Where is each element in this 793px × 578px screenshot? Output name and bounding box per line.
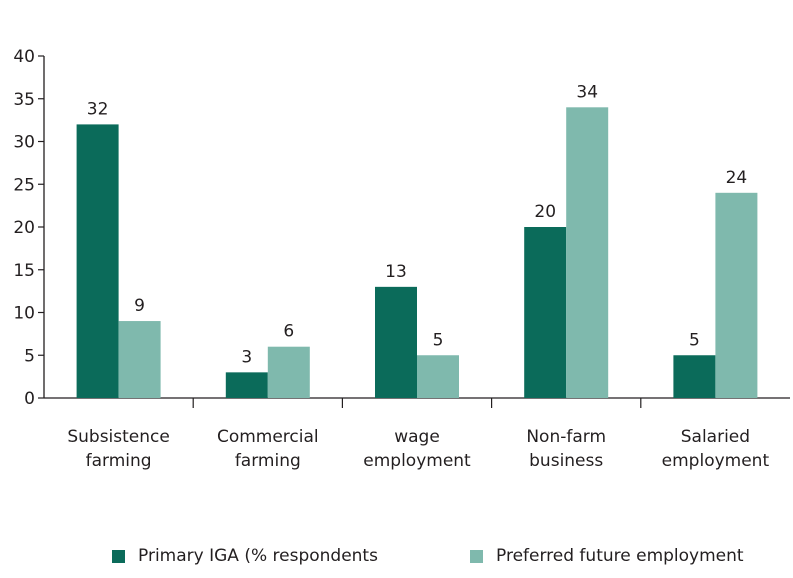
data-label-primary-iga-2: 13 <box>385 262 407 282</box>
legend-label-primary-iga: Primary IGA (% respondents <box>138 546 378 566</box>
bar-preferred-future-2 <box>417 355 459 398</box>
legend-swatch-preferred-future <box>470 549 483 563</box>
legend-label-preferred-future: Preferred future employment <box>496 546 744 566</box>
data-label-primary-iga-0: 32 <box>87 99 109 119</box>
data-label-preferred-future-2: 5 <box>433 330 444 350</box>
data-label-preferred-future-3: 34 <box>576 82 598 102</box>
data-label-primary-iga-1: 3 <box>241 347 252 367</box>
bar-preferred-future-0 <box>118 321 161 398</box>
legend-item-preferred-future: Preferred future employment <box>470 546 744 566</box>
legend-swatch-primary-iga <box>112 549 125 563</box>
y-tick-label-5: 5 <box>24 346 35 366</box>
data-label-primary-iga-4: 5 <box>689 330 700 350</box>
x-category-label-3-line-0: Non-farm <box>526 427 606 447</box>
legend-item-primary-iga: Primary IGA (% respondents <box>112 546 378 566</box>
x-category-label-0-line-1: farming <box>86 451 152 471</box>
bar-primary-iga-2 <box>375 286 417 398</box>
x-category-label-4-line-0: Salaried <box>681 427 750 447</box>
x-category-label-1-line-0: Commercial <box>217 427 319 447</box>
bar-primary-iga-4 <box>673 355 716 398</box>
x-category-label-2-line-1: employment <box>363 451 471 471</box>
data-label-primary-iga-3: 20 <box>534 202 556 222</box>
y-tick-label-15: 15 <box>13 261 35 281</box>
y-tick-label-30: 30 <box>13 133 35 153</box>
y-tick-label-20: 20 <box>13 218 35 238</box>
x-category-label-2-line-0: wage <box>394 427 440 447</box>
y-tick-label-40: 40 <box>13 47 35 67</box>
y-tick-label-35: 35 <box>13 90 35 110</box>
x-category-label-4-line-1: employment <box>662 451 770 471</box>
bar-chart: 0 5 10 15 20 25 30 35 40 32 9 Subsistence farming 3 6 C… <box>13 47 790 471</box>
y-tick-label-25: 25 <box>13 175 35 195</box>
chart-legend: Primary IGA (% respondents Preferred fut… <box>0 546 793 574</box>
data-label-preferred-future-0: 9 <box>134 296 145 316</box>
bar-primary-iga-3 <box>524 227 567 398</box>
bar-primary-iga-0 <box>76 124 119 399</box>
x-category-label-1-line-1: farming <box>235 451 301 471</box>
bar-primary-iga-1 <box>225 372 268 398</box>
x-category-label-0-line-0: Subsistence <box>67 427 170 447</box>
x-category-label-3-line-1: business <box>529 451 603 471</box>
bar-preferred-future-4 <box>715 192 758 398</box>
bar-preferred-future-3 <box>566 107 609 399</box>
data-label-preferred-future-4: 24 <box>726 168 748 188</box>
y-tick-label-10: 10 <box>13 304 35 324</box>
y-tick-label-0: 0 <box>24 389 35 409</box>
data-label-preferred-future-1: 6 <box>283 322 294 342</box>
bar-preferred-future-1 <box>267 346 310 398</box>
